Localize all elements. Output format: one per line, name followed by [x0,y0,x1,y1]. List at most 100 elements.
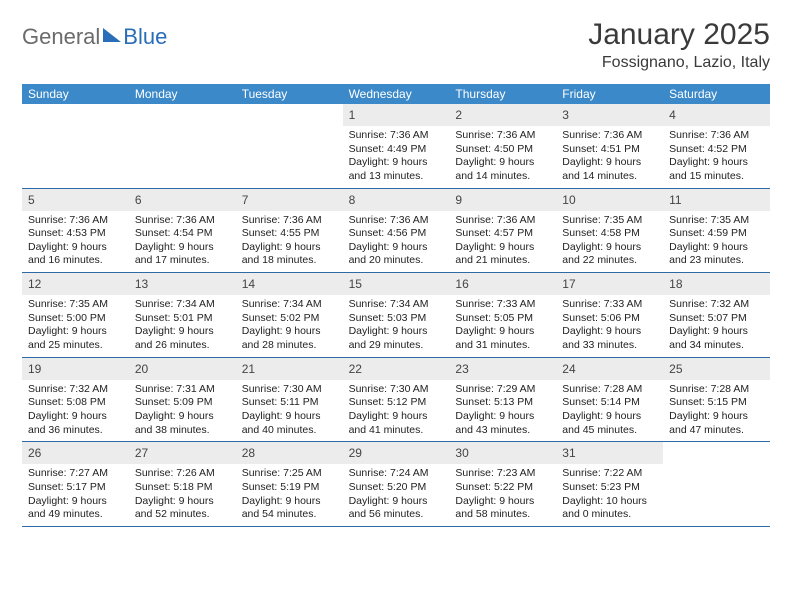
dow-mon: Monday [129,84,236,104]
sunrise-text: Sunrise: 7:35 AM [28,298,123,312]
calendar-cell: 21Sunrise: 7:30 AMSunset: 5:11 PMDayligh… [236,358,343,442]
daylight-text: Daylight: 9 hours and 36 minutes. [28,410,123,437]
sunset-text: Sunset: 4:57 PM [455,227,550,241]
cell-details: Sunrise: 7:23 AMSunset: 5:22 PMDaylight:… [449,464,556,526]
title-block: January 2025 Fossignano, Lazio, Italy [588,18,770,72]
day-number-row: 21 [236,358,343,380]
sunrise-text: Sunrise: 7:36 AM [455,214,550,228]
daylight-text: Daylight: 9 hours and 34 minutes. [669,325,764,352]
day-number: 14 [242,277,255,291]
sunset-text: Sunset: 4:50 PM [455,143,550,157]
cell-details: Sunrise: 7:35 AMSunset: 4:59 PMDaylight:… [663,211,770,273]
week-row: 19Sunrise: 7:32 AMSunset: 5:08 PMDayligh… [22,358,770,443]
day-number: 17 [562,277,575,291]
sunrise-text: Sunrise: 7:25 AM [242,467,337,481]
calendar: Sunday Monday Tuesday Wednesday Thursday… [22,84,770,527]
sunset-text: Sunset: 5:23 PM [562,481,657,495]
cell-details: Sunrise: 7:28 AMSunset: 5:15 PMDaylight:… [663,380,770,442]
day-number-row: 3 [556,104,663,126]
calendar-cell: 5Sunrise: 7:36 AMSunset: 4:53 PMDaylight… [22,189,129,273]
day-number-row: 7 [236,189,343,211]
calendar-cell: 14 Sunrise: 7:34 AMSunset: 5:02 PMDayligh… [236,273,343,357]
calendar-cell: 2Sunrise: 7:36 AMSunset: 4:50 PMDaylight… [449,104,556,188]
daylight-text: Daylight: 9 hours and 47 minutes. [669,410,764,437]
cell-details: Sunrise: 7:35 AMSunset: 4:58 PMDaylight:… [556,211,663,273]
day-number-row: 19 [22,358,129,380]
daylight-text: Daylight: 9 hours and 21 minutes. [455,241,550,268]
sunset-text: Sunset: 4:55 PM [242,227,337,241]
day-number-row: 1 [343,104,450,126]
day-number: 1 [349,108,356,122]
sunset-text: Sunset: 5:12 PM [349,396,444,410]
cell-details: Sunrise: 7:36 AMSunset: 4:55 PMDaylight:… [236,211,343,273]
daylight-text: Daylight: 9 hours and 41 minutes. [349,410,444,437]
sunset-text: Sunset: 5:06 PM [562,312,657,326]
sunset-text: Sunset: 5:02 PM [242,312,337,326]
day-number-row: 28 [236,442,343,464]
sunrise-text: Sunrise: 7:26 AM [135,467,230,481]
header: General Blue January 2025 Fossignano, La… [22,18,770,72]
week-row: 26Sunrise: 7:27 AMSunset: 5:17 PMDayligh… [22,442,770,527]
day-number-row: 16 [449,273,556,295]
calendar-cell: 10Sunrise: 7:35 AMSunset: 4:58 PMDayligh… [556,189,663,273]
sunset-text: Sunset: 5:18 PM [135,481,230,495]
sunset-text: Sunset: 5:03 PM [349,312,444,326]
daylight-text: Daylight: 9 hours and 40 minutes. [242,410,337,437]
sunset-text: Sunset: 5:13 PM [455,396,550,410]
sunrise-text: Sunrise: 7:36 AM [349,129,444,143]
sunrise-text: Sunrise: 7:34 AM [242,298,337,312]
day-number: 4 [669,108,676,122]
sunrise-text: Sunrise: 7:35 AM [562,214,657,228]
day-number: 6 [135,193,142,207]
calendar-cell: 12Sunrise: 7:35 AMSunset: 5:00 PMDayligh… [22,273,129,357]
cell-details: Sunrise: 7:24 AMSunset: 5:20 PMDaylight:… [343,464,450,526]
calendar-cell [236,104,343,188]
day-number-row: 24 [556,358,663,380]
day-number-row: 20 [129,358,236,380]
day-number: 26 [28,446,41,460]
sunset-text: Sunset: 5:15 PM [669,396,764,410]
sunrise-text: Sunrise: 7:34 AM [349,298,444,312]
day-number-row: 31 [556,442,663,464]
day-number-row: 30 [449,442,556,464]
day-number-row: 10 [556,189,663,211]
sunrise-text: Sunrise: 7:33 AM [455,298,550,312]
cell-details: Sunrise: 7:31 AMSunset: 5:09 PMDaylight:… [129,380,236,442]
daylight-text: Daylight: 9 hours and 33 minutes. [562,325,657,352]
day-number: 28 [242,446,255,460]
cell-details: Sunrise: 7:34 AMSunset: 5:02 PMDaylight:… [236,295,343,357]
day-number-row: 22 [343,358,450,380]
day-number: 23 [455,362,468,376]
calendar-cell: 22Sunrise: 7:30 AMSunset: 5:12 PMDayligh… [343,358,450,442]
calendar-cell: 28Sunrise: 7:25 AMSunset: 5:19 PMDayligh… [236,442,343,526]
daylight-text: Daylight: 9 hours and 14 minutes. [455,156,550,183]
week-row: 5Sunrise: 7:36 AMSunset: 4:53 PMDaylight… [22,189,770,274]
sunset-text: Sunset: 5:08 PM [28,396,123,410]
daylight-text: Daylight: 9 hours and 14 minutes. [562,156,657,183]
dow-wed: Wednesday [343,84,450,104]
daylight-text: Daylight: 9 hours and 15 minutes. [669,156,764,183]
calendar-cell: 30Sunrise: 7:23 AMSunset: 5:22 PMDayligh… [449,442,556,526]
cell-details: Sunrise: 7:33 AMSunset: 5:05 PMDaylight:… [449,295,556,357]
sunset-text: Sunset: 4:59 PM [669,227,764,241]
calendar-cell: 15Sunrise: 7:34 AMSunset: 5:03 PMDayligh… [343,273,450,357]
sunset-text: Sunset: 4:49 PM [349,143,444,157]
day-number: 7 [242,193,249,207]
day-number-row: 11 [663,189,770,211]
day-of-week-header: Sunday Monday Tuesday Wednesday Thursday… [22,84,770,104]
daylight-text: Daylight: 9 hours and 17 minutes. [135,241,230,268]
sunset-text: Sunset: 5:05 PM [455,312,550,326]
calendar-cell: 27Sunrise: 7:26 AMSunset: 5:18 PMDayligh… [129,442,236,526]
cell-details: Sunrise: 7:33 AMSunset: 5:06 PMDaylight:… [556,295,663,357]
day-number: 13 [135,277,148,291]
sunset-text: Sunset: 5:17 PM [28,481,123,495]
calendar-cell: 19Sunrise: 7:32 AMSunset: 5:08 PMDayligh… [22,358,129,442]
day-number: 9 [455,193,462,207]
day-number-row: 17 [556,273,663,295]
sunset-text: Sunset: 4:54 PM [135,227,230,241]
day-number: 12 [28,277,41,291]
calendar-cell: 6Sunrise: 7:36 AMSunset: 4:54 PMDaylight… [129,189,236,273]
calendar-cell: 18Sunrise: 7:32 AMSunset: 5:07 PMDayligh… [663,273,770,357]
sunrise-text: Sunrise: 7:23 AM [455,467,550,481]
daylight-text: Daylight: 9 hours and 31 minutes. [455,325,550,352]
